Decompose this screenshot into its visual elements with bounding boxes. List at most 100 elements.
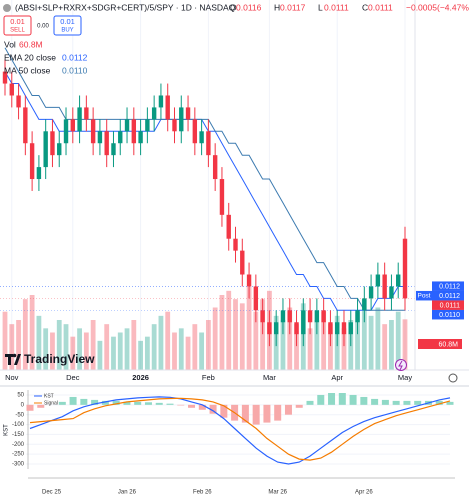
volume-last-label: 60.8M [439, 341, 459, 348]
volume-bar [185, 336, 191, 370]
legend-value: 0.0112 [62, 52, 88, 62]
x-tick-label: Jan 26 [118, 490, 137, 496]
candle-body [335, 322, 340, 335]
sell-price: 0.01 [10, 17, 25, 26]
volume-bar [253, 311, 259, 370]
candle-body [23, 107, 28, 144]
candle-body [124, 119, 130, 132]
candle-body [145, 119, 150, 132]
histogram-bar [58, 401, 66, 405]
change-pct: (−4.47%) [437, 2, 469, 12]
sell-button[interactable] [3, 15, 32, 36]
candle-body [246, 274, 252, 287]
histogram-bar [155, 402, 163, 405]
volume-bar [219, 295, 225, 370]
volume-bar [294, 324, 299, 370]
buy-label: BUY [61, 28, 73, 34]
candle-body [396, 274, 401, 287]
volume-bar [239, 303, 245, 370]
volume-bar [117, 332, 123, 370]
histogram-bar [328, 393, 336, 405]
candle-body [158, 95, 164, 108]
histogram-bar [188, 404, 196, 408]
x-tick-label: Mar [263, 373, 276, 382]
settings-icon[interactable] [448, 373, 458, 383]
volume-bar [165, 311, 171, 370]
volume-bar [111, 336, 116, 370]
legend-value: 0.0110 [62, 65, 88, 75]
candle-body [294, 322, 299, 335]
volume-bar [287, 307, 293, 370]
candle-body [29, 143, 35, 180]
volume-bar [70, 336, 76, 370]
volume-bar [233, 299, 238, 370]
price-label: 0.0112 [439, 293, 460, 300]
histogram-bar [360, 396, 368, 405]
histogram-bar [166, 403, 174, 405]
x-tick-label: Apr 26 [355, 490, 373, 496]
histogram-bar [123, 401, 131, 405]
volume-bar [402, 319, 408, 370]
indicator-line [29, 397, 451, 461]
volume-bar [144, 336, 150, 370]
histogram-bar [134, 401, 142, 405]
histogram-bar [371, 398, 379, 405]
candle-body [382, 274, 387, 299]
histogram-bar [80, 398, 88, 405]
histogram-bar [252, 404, 260, 425]
x-tick-label: Dec [66, 373, 80, 382]
volume-bar [22, 299, 28, 370]
x-tick-label: Dec 25 [42, 490, 62, 496]
candle-body [233, 238, 238, 251]
histogram-bar [177, 404, 185, 406]
candle-body [36, 167, 42, 180]
candle-body [192, 119, 198, 144]
histogram-bar [101, 400, 109, 405]
candle-body [97, 131, 103, 144]
candle-body [287, 310, 292, 323]
candle-body [301, 310, 306, 335]
volume-bar [280, 320, 286, 370]
x-tick-label: Mar 26 [268, 490, 287, 496]
buy-price: 0.01 [60, 17, 75, 26]
ohlc-key: C [362, 2, 368, 12]
histogram-bar [274, 404, 282, 421]
candle-body [9, 83, 14, 96]
volume-bar [260, 299, 266, 370]
ohlc-key: H [274, 2, 280, 12]
candle-body [402, 238, 408, 299]
volume-bar [16, 320, 21, 370]
indicator-line [29, 396, 451, 465]
alert-icon[interactable] [395, 359, 407, 371]
candle-body [375, 274, 381, 287]
volume-bar [83, 332, 89, 370]
change: −0.0005 [406, 2, 437, 12]
sell-label: SELL [10, 28, 25, 34]
histogram-bar [317, 394, 325, 405]
volume-bar [158, 315, 164, 370]
volume-bar [97, 340, 103, 370]
candle-body [172, 119, 177, 132]
legend-label: Signal [44, 400, 58, 406]
histogram-bar [381, 399, 389, 405]
histogram-bar [263, 404, 271, 423]
candle-body [341, 322, 347, 335]
x-tick-label: 2026 [132, 373, 149, 382]
price-label: 0.0111 [440, 302, 460, 309]
y-tick-label: -250 [12, 452, 25, 458]
candle-body [70, 119, 75, 132]
price-label-box [432, 281, 464, 291]
price-label-box [432, 300, 464, 310]
histogram-bar [446, 401, 454, 405]
volume-bar [382, 324, 388, 370]
candle-body [179, 107, 184, 132]
watermark: TradingView [24, 352, 95, 366]
candle-body [212, 155, 218, 180]
candle-body [273, 322, 279, 335]
spacer [0, 0, 3, 12]
buy-button[interactable] [53, 15, 82, 36]
volume-price-label [418, 339, 462, 349]
histogram-bar [392, 400, 400, 405]
candle-body [84, 107, 89, 120]
x-tick-label: Nov [5, 373, 19, 382]
